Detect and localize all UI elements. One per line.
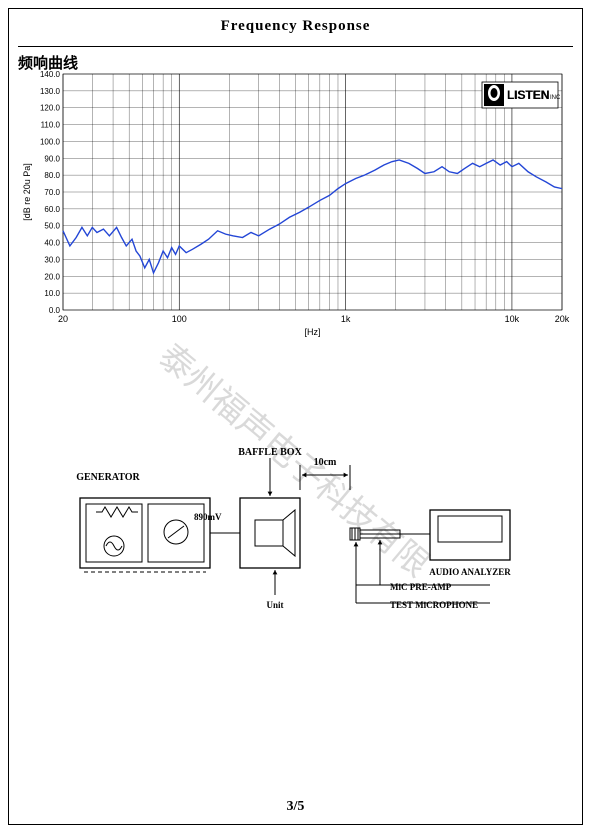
svg-text:BAFFLE BOX: BAFFLE BOX bbox=[238, 447, 302, 458]
page: Frequency Response 频响曲线 泰州福声电子科技有限 0.010… bbox=[0, 0, 591, 833]
svg-text:20: 20 bbox=[58, 314, 68, 324]
svg-text:30.0: 30.0 bbox=[44, 255, 60, 264]
svg-text:60.0: 60.0 bbox=[44, 205, 60, 214]
frequency-response-chart: 0.010.020.030.040.050.060.070.080.090.01… bbox=[18, 68, 570, 338]
page-number: 3/5 bbox=[0, 799, 591, 815]
svg-text:[Hz]: [Hz] bbox=[304, 327, 320, 337]
svg-text:20.0: 20.0 bbox=[44, 272, 60, 281]
svg-text:INC: INC bbox=[550, 95, 561, 101]
svg-text:[dB re 20u Pa]: [dB re 20u Pa] bbox=[22, 163, 32, 221]
svg-text:40.0: 40.0 bbox=[44, 239, 60, 248]
svg-text:890mV: 890mV bbox=[194, 512, 222, 522]
title-hr bbox=[18, 46, 573, 47]
svg-text:100: 100 bbox=[172, 314, 187, 324]
svg-text:90.0: 90.0 bbox=[44, 154, 60, 163]
svg-text:10.0: 10.0 bbox=[44, 289, 60, 298]
svg-text:20k: 20k bbox=[555, 314, 570, 324]
svg-text:130.0: 130.0 bbox=[40, 87, 61, 96]
svg-text:10k: 10k bbox=[505, 314, 520, 324]
svg-text:70.0: 70.0 bbox=[44, 188, 60, 197]
svg-text:110.0: 110.0 bbox=[41, 121, 61, 130]
svg-text:LISTEN: LISTEN bbox=[507, 88, 550, 102]
diagram-svg: GENERATOR 890mV BAFFLE BOX Unit 10cm AUDIO AN… bbox=[60, 420, 540, 630]
svg-text:50.0: 50.0 bbox=[44, 222, 60, 231]
chart-svg: 0.010.020.030.040.050.060.070.080.090.01… bbox=[18, 68, 570, 338]
svg-text:AUDIO ANALYZER: AUDIO ANALYZER bbox=[429, 567, 511, 577]
svg-text:MiC PRE-AMP: MiC PRE-AMP bbox=[390, 582, 452, 592]
svg-text:1k: 1k bbox=[341, 314, 351, 324]
svg-text:GENERATOR: GENERATOR bbox=[76, 472, 140, 483]
svg-text:10cm: 10cm bbox=[314, 457, 337, 468]
svg-text:TEST MiCROPHONE: TEST MiCROPHONE bbox=[390, 600, 478, 610]
svg-text:140.0: 140.0 bbox=[40, 70, 61, 79]
svg-text:80.0: 80.0 bbox=[44, 171, 60, 180]
test-setup-diagram: GENERATOR 890mV BAFFLE BOX Unit 10cm AUDIO AN… bbox=[60, 420, 540, 630]
svg-text:100.0: 100.0 bbox=[40, 137, 61, 146]
svg-text:120.0: 120.0 bbox=[40, 104, 61, 113]
svg-text:Unit: Unit bbox=[266, 600, 283, 610]
